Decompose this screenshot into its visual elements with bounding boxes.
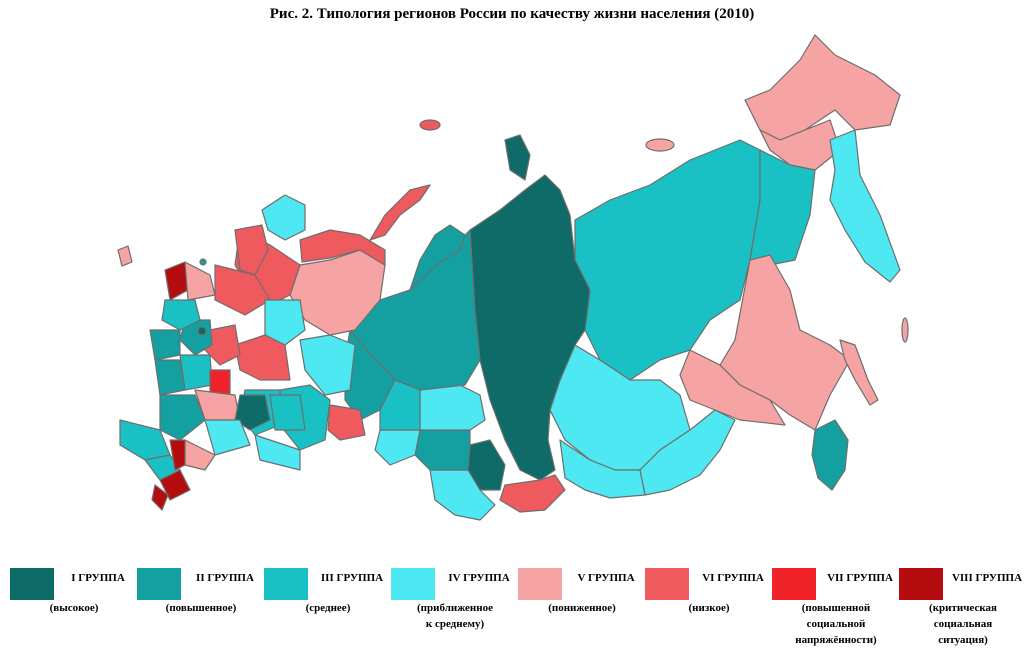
legend-swatch <box>899 568 943 600</box>
region-yamal-north[interactable] <box>409 224 466 291</box>
legend-item: VIII ГРУППА (критическая социальная ситуа… <box>899 560 1024 651</box>
region-vologda[interactable] <box>214 264 271 316</box>
legend-item: IV ГРУППА (приближенное к среднему) <box>391 560 519 651</box>
legend-item: III ГРУППА (среднее) <box>264 560 392 651</box>
legend-swatch <box>772 568 816 600</box>
region-severnaya-zemlya[interactable] <box>504 134 531 181</box>
region-primorye[interactable] <box>811 419 849 491</box>
region-novaya-zemlya[interactable] <box>369 184 431 241</box>
legend-description: (низкое) <box>688 602 730 614</box>
region-rostov[interactable] <box>159 394 206 441</box>
region-dagestan[interactable] <box>169 439 186 471</box>
region-belgorod[interactable] <box>154 359 186 396</box>
legend-description: (повышенное) <box>165 602 237 614</box>
legend-swatch <box>10 568 54 600</box>
legend-group-label: II ГРУППА <box>196 572 254 584</box>
map-title: Рис. 2. Типология регионов России по кач… <box>269 6 755 22</box>
legend-description: (приближенное к среднему) <box>417 602 493 630</box>
legend-group-label: III ГРУППА <box>320 572 384 584</box>
region-buryatia[interactable] <box>559 439 646 499</box>
russia-regions-map <box>117 34 909 521</box>
legend-group-label: VIII ГРУППА <box>951 572 1023 584</box>
region-moscow-city[interactable] <box>197 326 207 336</box>
legend-item: II ГРУППА (повышенное) <box>137 560 265 651</box>
region-perm[interactable] <box>299 334 356 396</box>
legend-group-label: VII ГРУППА <box>827 572 893 584</box>
region-orenburg[interactable] <box>254 434 301 471</box>
legend-swatch <box>518 568 562 600</box>
region-tver[interactable] <box>161 299 201 331</box>
legend-group-label: IV ГРУППА <box>448 572 510 584</box>
region-nao[interactable] <box>299 229 386 266</box>
region-amur[interactable] <box>679 349 786 426</box>
region-sakhalin[interactable] <box>839 339 879 406</box>
region-karelia[interactable] <box>234 224 269 276</box>
region-chelyabinsk[interactable] <box>327 404 366 441</box>
region-saratov[interactable] <box>269 394 306 431</box>
region-leningrad[interactable] <box>164 261 189 301</box>
legend-description: (среднее) <box>305 602 351 614</box>
region-zabaikalye[interactable] <box>639 409 736 496</box>
region-tomsk[interactable] <box>419 384 486 431</box>
legend-item: I ГРУППА (высокое) <box>10 560 138 651</box>
legend-description: (высокое) <box>49 602 99 614</box>
region-omsk[interactable] <box>379 379 421 431</box>
region-franz-josef[interactable] <box>419 119 441 131</box>
legend-swatch <box>645 568 689 600</box>
region-kamchatka[interactable] <box>829 129 901 283</box>
legend: I ГРУППА (высокое) II ГРУППА (повышенное) II… <box>0 560 1024 651</box>
legend-group-label: I ГРУППА <box>71 572 125 584</box>
legend-group-label: VI ГРУППА <box>702 572 764 584</box>
region-tula[interactable] <box>179 354 213 391</box>
region-wrangel[interactable] <box>645 138 675 152</box>
region-ingushetia[interactable] <box>151 484 169 511</box>
legend-description: (повышенной социальной напряжённости) <box>795 602 877 646</box>
legend-swatch <box>391 568 435 600</box>
region-kaliningrad[interactable] <box>117 245 133 267</box>
region-voronezh[interactable] <box>234 394 271 431</box>
region-kuril[interactable] <box>901 317 909 343</box>
region-kemerovo[interactable] <box>414 429 471 471</box>
region-khabarovsk-north[interactable] <box>749 149 816 266</box>
legend-item: VI ГРУППА (низкое) <box>645 560 773 651</box>
region-tatarstan[interactable] <box>234 334 291 381</box>
legend-item: V ГРУППА (пониженное) <box>518 560 646 651</box>
legend-swatch <box>137 568 181 600</box>
legend-description: (критическая социальная ситуация) <box>929 602 997 646</box>
region-altai[interactable] <box>429 469 496 521</box>
region-novgorod[interactable] <box>184 261 216 301</box>
region-murmansk[interactable] <box>261 194 306 241</box>
region-kirov[interactable] <box>264 299 306 346</box>
legend-swatch <box>264 568 308 600</box>
region-volgograd[interactable] <box>204 419 251 456</box>
region-novosibirsk[interactable] <box>374 429 421 466</box>
region-krasnoyarsk[interactable] <box>469 174 591 481</box>
region-smolensk[interactable] <box>149 329 181 361</box>
region-spb-city[interactable] <box>199 258 207 266</box>
region-tyva[interactable] <box>499 474 566 513</box>
legend-group-label: V ГРУППА <box>577 572 635 584</box>
legend-description: (пониженное) <box>548 602 616 614</box>
region-astrakhan[interactable] <box>184 439 216 471</box>
legend-item: VII ГРУППА (повышенной социальной напряжё… <box>772 560 900 651</box>
